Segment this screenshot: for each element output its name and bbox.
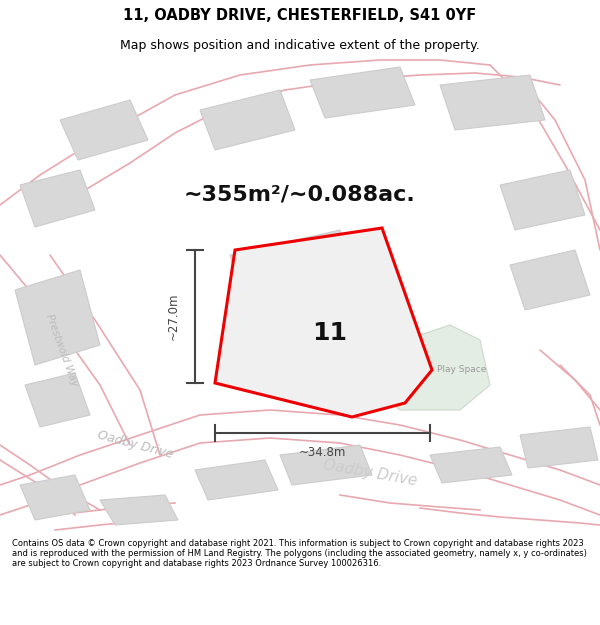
Polygon shape xyxy=(230,230,360,320)
Polygon shape xyxy=(440,75,545,130)
Polygon shape xyxy=(215,228,432,417)
Text: 11, OADBY DRIVE, CHESTERFIELD, S41 0YF: 11, OADBY DRIVE, CHESTERFIELD, S41 0YF xyxy=(124,8,476,23)
Polygon shape xyxy=(20,475,90,520)
Polygon shape xyxy=(520,427,598,468)
Text: ~34.8m: ~34.8m xyxy=(299,446,346,459)
Polygon shape xyxy=(60,100,148,160)
Polygon shape xyxy=(20,170,95,227)
Text: Prestwold Way: Prestwold Way xyxy=(44,312,80,388)
Polygon shape xyxy=(310,67,415,118)
Polygon shape xyxy=(200,90,295,150)
Text: Contains OS data © Crown copyright and database right 2021. This information is : Contains OS data © Crown copyright and d… xyxy=(12,539,587,568)
Polygon shape xyxy=(100,495,178,525)
Polygon shape xyxy=(510,250,590,310)
Text: Play Space: Play Space xyxy=(437,366,487,374)
Polygon shape xyxy=(195,460,278,500)
Text: ~27.0m: ~27.0m xyxy=(167,292,179,340)
Text: ~355m²/~0.088ac.: ~355m²/~0.088ac. xyxy=(184,185,416,205)
Polygon shape xyxy=(500,170,585,230)
Polygon shape xyxy=(15,270,100,365)
Polygon shape xyxy=(430,447,512,483)
Polygon shape xyxy=(280,445,372,485)
Text: Map shows position and indicative extent of the property.: Map shows position and indicative extent… xyxy=(120,39,480,52)
Text: 11: 11 xyxy=(313,321,347,345)
Text: Oadby Drive: Oadby Drive xyxy=(95,429,175,461)
Polygon shape xyxy=(25,373,90,427)
Text: Oadby Drive: Oadby Drive xyxy=(322,458,418,489)
Polygon shape xyxy=(370,325,490,410)
